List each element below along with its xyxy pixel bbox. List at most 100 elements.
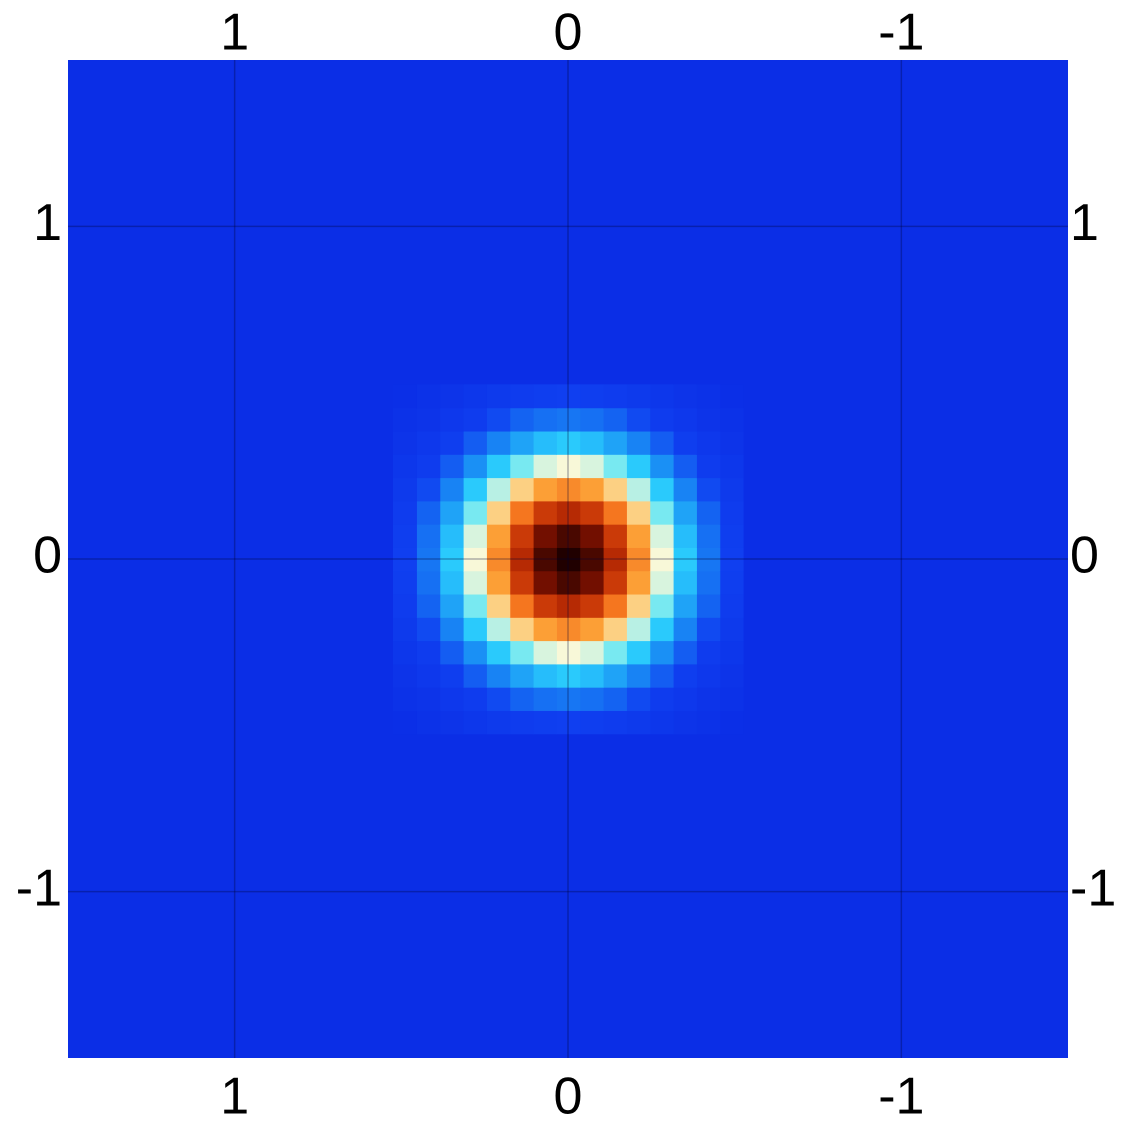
heat-cell xyxy=(509,524,534,548)
heat-cell xyxy=(673,430,697,455)
heat-cell xyxy=(719,663,744,688)
heat-cell xyxy=(649,687,674,711)
heat-cell xyxy=(603,407,627,432)
heat-cell xyxy=(626,477,651,502)
heat-cell xyxy=(626,407,651,432)
heat-cell xyxy=(439,407,464,432)
heat-cell xyxy=(673,407,697,432)
heat-cell xyxy=(416,593,441,618)
heat-cell xyxy=(603,593,627,618)
heat-cell xyxy=(626,454,651,479)
heat-cell xyxy=(486,663,511,688)
heat-cell xyxy=(439,640,464,665)
heat-cell xyxy=(416,430,441,455)
heat-cell xyxy=(719,454,744,479)
heat-cell xyxy=(486,384,511,409)
heat-cell xyxy=(673,710,697,735)
heat-cell xyxy=(509,593,534,618)
heat-cell xyxy=(649,477,674,502)
heat-cell xyxy=(626,430,651,455)
heat-cell xyxy=(556,547,581,572)
heat-cell xyxy=(463,593,487,618)
heat-cell xyxy=(486,593,511,618)
heat-cell xyxy=(719,547,744,572)
heat-cell xyxy=(393,663,417,688)
heat-cell xyxy=(556,477,581,502)
heat-cell xyxy=(696,477,721,502)
heat-cell xyxy=(673,500,697,525)
heat-cell xyxy=(439,617,464,642)
heat-cell xyxy=(696,687,721,711)
heat-cell xyxy=(579,547,604,572)
heat-cell xyxy=(719,384,744,409)
heat-cell xyxy=(696,593,721,618)
heat-cell xyxy=(439,430,464,455)
heat-cell xyxy=(416,710,441,735)
heat-cell xyxy=(393,500,417,525)
heat-cell xyxy=(696,407,721,432)
heat-cell xyxy=(673,547,697,572)
heat-cell xyxy=(649,524,674,548)
heat-cell xyxy=(393,524,417,548)
heat-cell xyxy=(673,524,697,548)
heat-cell xyxy=(393,593,417,618)
heat-cell xyxy=(416,524,441,548)
heat-cell xyxy=(649,407,674,432)
heat-cell xyxy=(626,547,651,572)
heat-cell xyxy=(673,593,697,618)
heat-cell xyxy=(556,570,581,595)
heat-cell xyxy=(556,524,581,548)
heat-cell xyxy=(556,384,581,409)
heat-cell xyxy=(649,430,674,455)
x-tick-label: -1 xyxy=(878,1068,924,1126)
heat-cell xyxy=(719,617,744,642)
heat-cell xyxy=(696,663,721,688)
heat-cell xyxy=(649,710,674,735)
heat-cell xyxy=(556,663,581,688)
heat-cell xyxy=(626,570,651,595)
heat-cell xyxy=(719,593,744,618)
heat-cell xyxy=(603,500,627,525)
heat-cell xyxy=(393,407,417,432)
heat-cell xyxy=(439,593,464,618)
heat-cell xyxy=(416,454,441,479)
heat-cell xyxy=(486,640,511,665)
heat-cell xyxy=(579,663,604,688)
heat-cell xyxy=(626,710,651,735)
heat-cell xyxy=(463,454,487,479)
heat-cell xyxy=(486,524,511,548)
heat-cell xyxy=(463,384,487,409)
heat-cell xyxy=(463,477,487,502)
heat-cell xyxy=(533,407,557,432)
heat-cell xyxy=(579,430,604,455)
heat-cell xyxy=(439,454,464,479)
heat-cell xyxy=(509,454,534,479)
heat-cell xyxy=(533,454,557,479)
heat-cell xyxy=(393,430,417,455)
heat-cell xyxy=(393,454,417,479)
heat-cell xyxy=(673,687,697,711)
heat-cell xyxy=(579,710,604,735)
heat-cell xyxy=(626,500,651,525)
y-tick-label: -1 xyxy=(1070,859,1116,917)
heat-cell xyxy=(719,687,744,711)
heat-cell xyxy=(416,500,441,525)
heat-cell xyxy=(719,640,744,665)
heat-cell xyxy=(439,663,464,688)
heat-cell xyxy=(463,640,487,665)
heat-cell xyxy=(579,500,604,525)
y-tick-label: -1 xyxy=(16,859,62,917)
heat-cell xyxy=(556,500,581,525)
heat-cell xyxy=(463,570,487,595)
heat-cell xyxy=(416,407,441,432)
heat-cell xyxy=(463,407,487,432)
heat-cell xyxy=(463,663,487,688)
heat-cell xyxy=(486,570,511,595)
heat-cell xyxy=(603,710,627,735)
heat-cell xyxy=(416,617,441,642)
heat-cell xyxy=(696,384,721,409)
x-tick-label: -1 xyxy=(878,4,924,62)
heat-cell xyxy=(509,687,534,711)
heat-cell xyxy=(533,593,557,618)
heat-cell xyxy=(463,500,487,525)
